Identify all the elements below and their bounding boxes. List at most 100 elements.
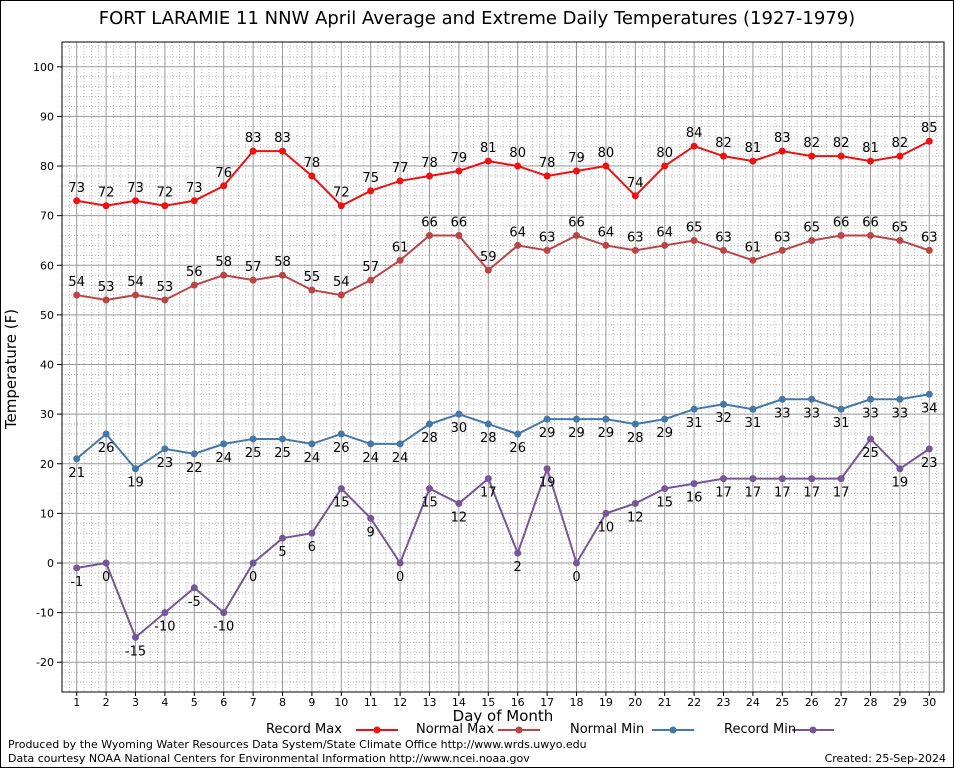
data-point (778, 475, 786, 483)
y-tick-label: 30 (40, 408, 54, 421)
x-tick-label: 21 (658, 696, 672, 709)
data-point (925, 390, 933, 398)
data-label: 66 (862, 216, 879, 231)
data-label: 80 (509, 146, 526, 161)
data-point (73, 564, 81, 572)
legend-label-record-min: Record Min (724, 722, 797, 737)
data-label: 54 (127, 275, 144, 290)
data-point (73, 197, 81, 205)
chart-title: FORT LARAMIE 11 NNW April Average and Ex… (98, 8, 856, 29)
data-label: 28 (421, 431, 438, 446)
data-label: 63 (774, 230, 791, 245)
data-label: 31 (686, 416, 703, 431)
data-point (514, 162, 522, 170)
data-point (249, 559, 257, 567)
data-label: 57 (362, 260, 379, 275)
data-label: 66 (568, 216, 585, 231)
data-point (337, 202, 345, 210)
x-tick-label: 6 (220, 696, 227, 709)
data-point (132, 197, 139, 205)
data-label: 81 (745, 141, 762, 156)
data-label: 32 (715, 411, 732, 426)
data-label: 53 (157, 280, 174, 295)
data-point (837, 405, 845, 413)
data-point (102, 559, 110, 567)
data-label: 5 (278, 545, 286, 560)
data-label: 53 (98, 280, 115, 295)
data-point (778, 147, 786, 155)
x-tick-label: 30 (922, 696, 936, 709)
data-label: 54 (68, 275, 85, 290)
data-label: 2 (514, 560, 522, 575)
data-point (749, 405, 757, 413)
data-point (867, 435, 874, 443)
data-point (896, 236, 904, 244)
x-tick-label: 18 (570, 696, 584, 709)
data-point (661, 162, 669, 170)
data-label: 0 (572, 570, 580, 585)
data-point (602, 241, 610, 249)
x-tick-label: 25 (775, 696, 789, 709)
x-tick-label: 17 (540, 696, 554, 709)
data-point (396, 559, 404, 567)
data-label: 75 (362, 171, 379, 186)
data-label: 81 (480, 141, 497, 156)
y-axis-label: Temperature (F) (2, 308, 20, 430)
data-point (279, 435, 286, 443)
data-label: 58 (274, 255, 291, 270)
data-label: 15 (421, 496, 438, 511)
data-point (337, 485, 345, 493)
data-point (455, 499, 463, 507)
x-tick-label: 15 (481, 696, 495, 709)
data-label: 73 (186, 181, 203, 196)
data-label: 80 (598, 146, 615, 161)
data-point (220, 182, 228, 190)
data-point (455, 410, 463, 418)
data-label: 26 (98, 441, 115, 456)
data-point (631, 192, 639, 200)
data-point (720, 400, 727, 408)
data-label: 30 (451, 421, 468, 436)
data-label: 82 (803, 136, 820, 151)
data-label: 34 (921, 401, 938, 416)
data-point (602, 509, 610, 517)
data-point (484, 420, 492, 428)
data-label: 63 (627, 230, 644, 245)
data-point (249, 147, 257, 155)
data-label: 83 (774, 131, 791, 146)
data-label: 28 (480, 431, 497, 446)
data-label: 23 (157, 456, 174, 471)
data-label: 17 (480, 486, 497, 501)
data-point (543, 246, 551, 254)
data-point (514, 430, 522, 438)
data-label: 22 (186, 461, 203, 476)
data-point (132, 291, 139, 299)
data-label: 65 (803, 220, 820, 235)
x-tick-label: 12 (393, 696, 407, 709)
legend-marker-point (809, 726, 817, 734)
data-label: 56 (186, 265, 203, 280)
data-label: 17 (715, 486, 732, 501)
data-label: 24 (392, 451, 409, 466)
data-point (808, 475, 816, 483)
data-label: 63 (715, 230, 732, 245)
data-label: 0 (249, 570, 257, 585)
data-label: 15 (656, 496, 673, 511)
data-label: 26 (333, 441, 350, 456)
data-point (161, 609, 169, 617)
x-tick-label: 27 (834, 696, 848, 709)
data-label: 72 (333, 186, 350, 201)
data-label: 24 (304, 451, 321, 466)
data-label: 57 (245, 260, 262, 275)
data-label: 72 (157, 186, 174, 201)
y-tick-label: 10 (40, 507, 54, 520)
x-tick-label: 16 (511, 696, 525, 709)
data-point (73, 291, 81, 299)
data-point (484, 266, 492, 274)
x-tick-label: 4 (161, 696, 168, 709)
data-label: 63 (539, 230, 556, 245)
data-label: 17 (745, 486, 762, 501)
data-label: -1 (70, 575, 83, 590)
data-label: 84 (686, 126, 703, 141)
